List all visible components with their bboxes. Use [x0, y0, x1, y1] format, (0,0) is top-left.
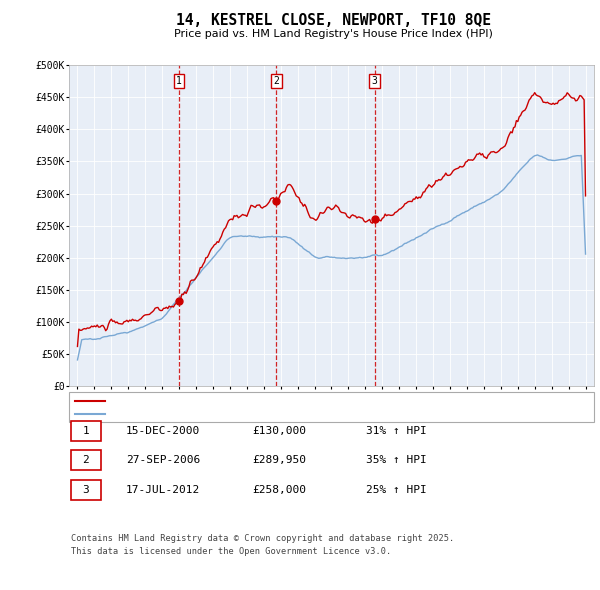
Text: HPI: Average price, detached house, Telford and Wrekin: HPI: Average price, detached house, Telf…	[108, 409, 445, 419]
Text: Price paid vs. HM Land Registry's House Price Index (HPI): Price paid vs. HM Land Registry's House …	[173, 30, 493, 39]
Text: £130,000: £130,000	[252, 426, 306, 435]
Text: 17-JUL-2012: 17-JUL-2012	[126, 485, 200, 494]
Text: 14, KESTREL CLOSE, NEWPORT, TF10 8QE (detached house): 14, KESTREL CLOSE, NEWPORT, TF10 8QE (de…	[108, 396, 439, 406]
Text: 14, KESTREL CLOSE, NEWPORT, TF10 8QE: 14, KESTREL CLOSE, NEWPORT, TF10 8QE	[176, 13, 491, 28]
Text: 25% ↑ HPI: 25% ↑ HPI	[366, 485, 427, 494]
Text: 31% ↑ HPI: 31% ↑ HPI	[366, 426, 427, 435]
Text: 1: 1	[176, 76, 182, 86]
Text: £289,950: £289,950	[252, 455, 306, 465]
Text: 15-DEC-2000: 15-DEC-2000	[126, 426, 200, 435]
Text: 2: 2	[82, 455, 89, 465]
Text: 35% ↑ HPI: 35% ↑ HPI	[366, 455, 427, 465]
Text: 3: 3	[82, 485, 89, 494]
Text: 3: 3	[372, 76, 377, 86]
Text: Contains HM Land Registry data © Crown copyright and database right 2025.
This d: Contains HM Land Registry data © Crown c…	[71, 534, 454, 556]
Text: £258,000: £258,000	[252, 485, 306, 494]
Text: 1: 1	[82, 426, 89, 435]
Text: 2: 2	[274, 76, 280, 86]
Text: 27-SEP-2006: 27-SEP-2006	[126, 455, 200, 465]
